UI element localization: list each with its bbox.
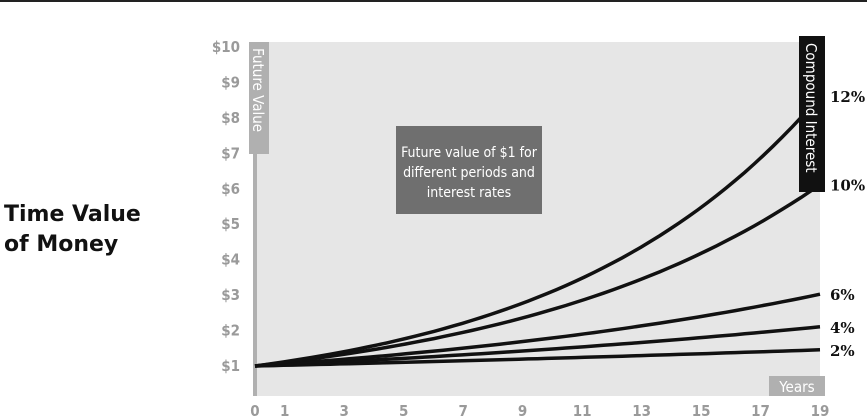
plot-background bbox=[255, 42, 820, 396]
x-tick-label: 13 bbox=[632, 402, 651, 420]
x-tick-label: 5 bbox=[399, 402, 408, 420]
x-tick-label: 19 bbox=[811, 402, 830, 420]
series-label-4pct: 4% bbox=[830, 319, 855, 337]
series-label-10pct: 10% bbox=[830, 177, 865, 195]
annotation-line-1: Future value of $1 for bbox=[401, 145, 538, 161]
legend-title: Compound Interest bbox=[802, 43, 820, 173]
y-tick-label: $9 bbox=[221, 73, 240, 91]
y-tick-label: $1 bbox=[221, 357, 240, 375]
y-tick-layer: $1 $2 $3 $4 $5 $6 $7 $8 $9 $10 bbox=[212, 38, 240, 375]
legend-title-box bbox=[799, 36, 825, 192]
series-label-6pct: 6% bbox=[830, 286, 855, 304]
side-title: Time Value of Money bbox=[4, 200, 141, 260]
series-layer: 2% 4% 6% 10% 12% bbox=[254, 88, 865, 368]
y-tick-label: $4 bbox=[221, 251, 240, 269]
series-label-2pct: 2% bbox=[830, 342, 855, 360]
x-tick-label: 17 bbox=[751, 402, 770, 420]
y-tick-label: $10 bbox=[212, 38, 240, 56]
y-tick-label: $6 bbox=[221, 180, 240, 198]
y-tick-label: $3 bbox=[221, 286, 240, 304]
x-tick-label: 1 bbox=[280, 402, 289, 420]
x-axis-label: Years bbox=[778, 378, 814, 396]
y-axis-label-box bbox=[249, 42, 269, 154]
series-label-12pct: 12% bbox=[830, 88, 865, 106]
annotation-line-3: interest rates bbox=[427, 185, 511, 201]
side-title-line-1: Time Value bbox=[4, 202, 141, 227]
annotation-line-2: different periods and bbox=[403, 165, 535, 181]
series-line-2pct bbox=[254, 348, 821, 368]
x-tick-label: 15 bbox=[692, 402, 711, 420]
y-tick-label: $5 bbox=[221, 215, 240, 233]
side-title-line-2: of Money bbox=[4, 232, 119, 257]
x-tick-label: 3 bbox=[340, 402, 349, 420]
top-rule bbox=[0, 0, 867, 2]
x-axis-label-box bbox=[769, 376, 825, 396]
x-tick-label: 11 bbox=[573, 402, 592, 420]
x-tick-label: 0 bbox=[250, 402, 259, 420]
x-tick-label: 7 bbox=[459, 402, 468, 420]
annotation-box bbox=[396, 126, 542, 214]
y-tick-label: $2 bbox=[221, 322, 240, 340]
series-line-4pct bbox=[254, 325, 821, 368]
x-tick-label: 9 bbox=[518, 402, 527, 420]
series-line-12pct bbox=[254, 95, 822, 368]
x-tick-layer: 0 1 3 5 7 9 11 13 15 17 19 bbox=[250, 402, 829, 420]
y-tick-label: $8 bbox=[221, 109, 240, 127]
y-axis-label: Future Value bbox=[249, 48, 267, 132]
series-line-6pct bbox=[254, 292, 821, 368]
y-tick-label: $7 bbox=[221, 144, 240, 162]
series-line-10pct bbox=[254, 183, 821, 368]
